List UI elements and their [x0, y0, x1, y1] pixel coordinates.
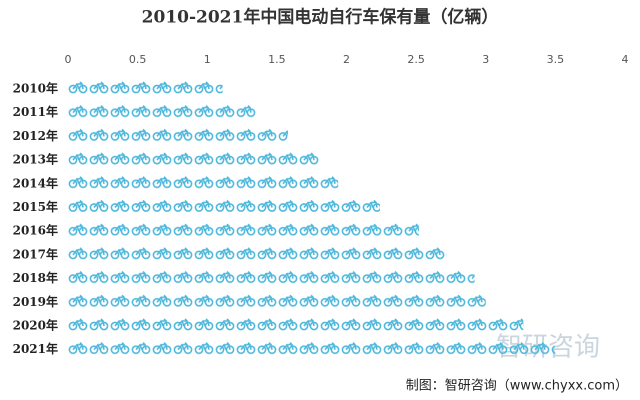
source-note: 制图：智研咨询（www.chyxx.com） — [406, 379, 628, 394]
bar — [68, 151, 321, 168]
y-tick-label: 2019年 — [13, 294, 58, 309]
bar — [68, 127, 289, 144]
x-tick-label: 3 — [482, 53, 489, 66]
chart-title: 2010-2021年中国电动自行车保有量（亿辆） — [142, 7, 499, 28]
y-tick-label: 2010年 — [13, 81, 58, 96]
y-tick-label: 2014年 — [13, 175, 58, 190]
y-tick-label: 2011年 — [13, 104, 58, 119]
y-tick-label: 2016年 — [13, 223, 58, 238]
x-tick-label: 3.5 — [547, 53, 565, 66]
y-tick-label: 2017年 — [13, 246, 58, 261]
bar — [68, 340, 556, 357]
bar — [68, 269, 475, 286]
y-tick-label: 2018年 — [13, 270, 58, 285]
y-tick-label: 2013年 — [13, 152, 58, 167]
bar — [68, 103, 256, 120]
bar — [68, 174, 339, 191]
bar — [68, 317, 524, 333]
x-tick-label: 4 — [622, 53, 629, 66]
y-tick-label: 2012年 — [13, 128, 58, 143]
bar — [68, 222, 419, 239]
y-tick-label: 2020年 — [13, 318, 58, 333]
x-tick-label: 2.5 — [407, 53, 425, 66]
x-tick-label: 2 — [343, 53, 350, 66]
y-tick-label: 2021年 — [13, 341, 58, 356]
bar — [68, 245, 447, 262]
x-tick-label: 0.5 — [129, 53, 147, 66]
bar — [68, 198, 380, 215]
bar — [68, 293, 486, 310]
bar — [68, 80, 223, 96]
x-tick-label: 0 — [65, 53, 72, 66]
x-tick-label: 1.5 — [268, 53, 286, 66]
x-tick-label: 1 — [204, 53, 211, 66]
y-tick-label: 2015年 — [13, 199, 58, 214]
